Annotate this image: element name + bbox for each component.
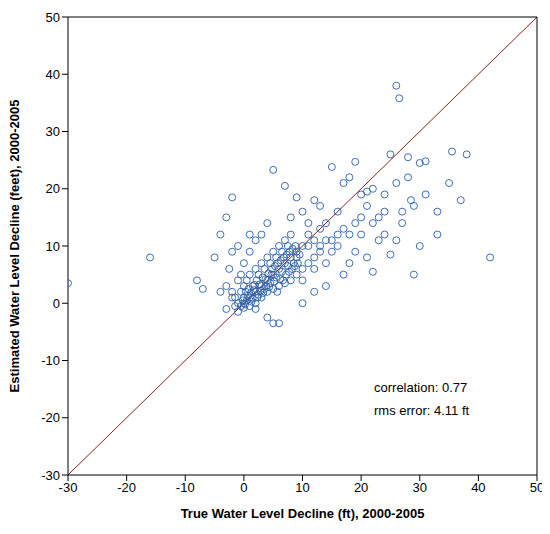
svg-text:40: 40	[46, 67, 60, 82]
svg-text:-10: -10	[176, 480, 195, 495]
svg-text:50: 50	[46, 10, 60, 25]
svg-text:0: 0	[53, 296, 60, 311]
svg-text:30: 30	[413, 480, 427, 495]
svg-text:-30: -30	[41, 468, 60, 483]
svg-text:True Water Level Decline (ft),: True Water Level Decline (ft), 2000-2005	[181, 506, 425, 521]
svg-text:-20: -20	[41, 410, 60, 425]
svg-text:20: 20	[354, 480, 368, 495]
html-text:rms error: 4.11 ft: rms error: 4.11 ft	[374, 403, 470, 418]
svg-text:0: 0	[240, 480, 247, 495]
svg-text:-20: -20	[117, 480, 136, 495]
svg-text:-10: -10	[41, 353, 60, 368]
svg-text:10: 10	[46, 239, 60, 254]
html-text:correlation: 0.77: correlation: 0.77	[374, 380, 468, 395]
svg-text:-30: -30	[59, 480, 78, 495]
svg-text:30: 30	[46, 124, 60, 139]
svg-text:40: 40	[471, 480, 485, 495]
svg-text:Estimated Water Level Decline: Estimated Water Level Decline (feet), 20…	[8, 100, 22, 393]
svg-text:20: 20	[46, 181, 60, 196]
svg-text:10: 10	[295, 480, 309, 495]
svg-text:50: 50	[530, 480, 542, 495]
